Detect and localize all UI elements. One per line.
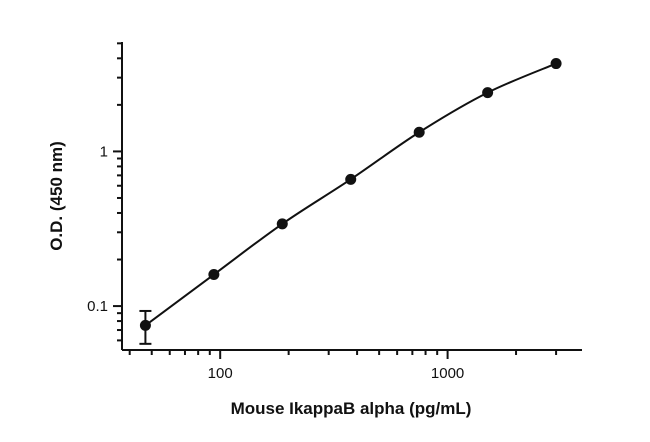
data-points [139, 58, 562, 345]
y-tick-label: 0.1 [87, 298, 108, 315]
data-point [482, 87, 494, 99]
y-tick-label: 1 [100, 143, 108, 160]
data-point [550, 58, 562, 70]
data-point [413, 126, 425, 138]
x-tick-label: 1000 [431, 365, 464, 382]
x-axis-title: Mouse IkappaB alpha (pg/mL) [231, 399, 472, 418]
x-tick-label: 100 [208, 365, 233, 382]
tick-labels: 0.1 1 100 1000 [87, 143, 464, 382]
data-point [139, 319, 151, 331]
data-point [208, 269, 220, 281]
y-axis-title: O.D. (450 nm) [47, 141, 66, 251]
data-point [345, 173, 357, 185]
axes [113, 42, 582, 359]
data-point [276, 218, 288, 230]
fit-curve [144, 62, 557, 327]
